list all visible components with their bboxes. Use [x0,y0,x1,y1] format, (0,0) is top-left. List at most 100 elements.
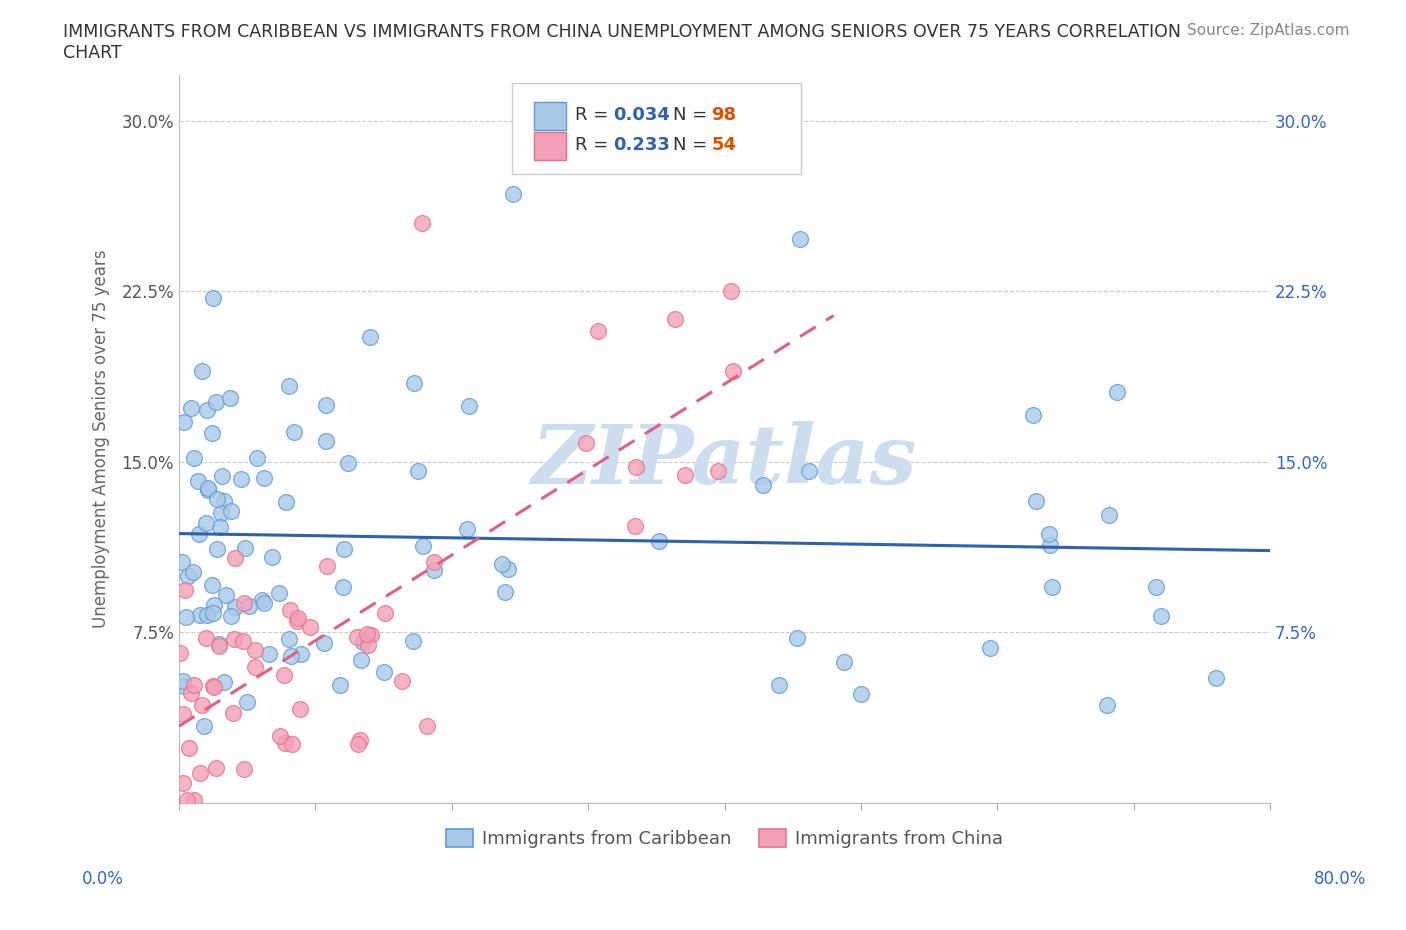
Point [253,595,276,610]
Point [1022,408,1045,423]
Point [329,678,352,693]
Point [588,323,610,338]
Point [1038,526,1060,541]
Point [357,637,380,652]
Point [174,582,197,597]
Text: R =: R = [575,106,614,125]
Point [797,463,820,478]
Point [269,729,291,744]
Text: 0.0%: 0.0% [82,870,124,887]
Point [298,619,321,634]
Point [229,472,252,486]
Point [1107,385,1129,400]
Text: IMMIGRANTS FROM CARIBBEAN VS IMMIGRANTS FROM CHINA UNEMPLOYMENT AMONG SENIORS OV: IMMIGRANTS FROM CARIBBEAN VS IMMIGRANTS … [63,23,1181,41]
Point [1150,609,1173,624]
Text: 0.034: 0.034 [613,106,671,125]
Point [288,701,311,716]
Point [359,329,381,344]
Point [221,504,243,519]
Point [768,677,790,692]
Point [243,659,266,674]
Point [202,598,225,613]
Point [273,735,295,750]
Point [243,643,266,658]
Point [276,494,298,509]
Point [1038,538,1060,552]
Point [250,592,273,607]
Point [314,635,336,650]
Point [232,633,254,648]
Point [290,646,312,661]
Point [536,129,558,144]
Point [664,312,686,326]
Point [574,435,596,450]
Point [257,646,280,661]
Point [287,610,309,625]
Point [172,673,194,688]
Point [205,760,228,775]
Point [1025,494,1047,509]
Point [195,607,218,622]
Point [173,679,195,694]
Point [360,628,382,643]
Text: R =: R = [575,136,614,154]
Point [267,585,290,600]
Point [349,733,371,748]
Point [277,631,299,646]
Point [648,534,671,549]
FancyBboxPatch shape [534,132,567,160]
Point [224,551,246,565]
Point [1095,698,1118,712]
Point [177,741,200,756]
Point [458,399,481,414]
Point [201,290,224,305]
Y-axis label: Unemployment Among Seniors over 75 years: Unemployment Among Seniors over 75 years [93,250,110,629]
Point [202,680,225,695]
Point [236,695,259,710]
Point [214,674,236,689]
Point [412,538,434,553]
Point [356,626,378,641]
Point [849,686,872,701]
Point [1040,579,1063,594]
Point [211,469,233,484]
Point [176,793,198,808]
Point [494,585,516,600]
Point [373,665,395,680]
Point [391,673,413,688]
Point [205,394,228,409]
Point [315,559,337,574]
Point [832,655,855,670]
FancyBboxPatch shape [512,83,801,174]
Text: Source: ZipAtlas.com: Source: ZipAtlas.com [1187,23,1350,38]
Point [789,232,811,246]
Point [169,645,191,660]
Point [174,610,197,625]
Point [626,459,648,474]
Point [202,606,225,621]
Point [195,403,218,418]
Point [416,718,439,733]
Point [1144,579,1167,594]
Point [315,434,337,449]
Point [224,599,246,614]
Point [215,588,238,603]
Point [190,765,212,780]
Text: 80.0%: 80.0% [1313,870,1367,887]
Point [374,605,396,620]
Point [190,698,212,712]
Point [172,706,194,721]
Point [720,284,742,299]
Text: 0.233: 0.233 [613,136,671,154]
Point [205,542,228,557]
Text: N =: N = [673,106,713,125]
Text: 54: 54 [711,136,737,154]
Point [280,648,302,663]
Point [496,562,519,577]
Point [315,398,337,413]
Point [402,376,425,391]
Text: CHART: CHART [63,44,122,61]
Legend: Immigrants from Caribbean, Immigrants from China: Immigrants from Caribbean, Immigrants fr… [439,822,1010,856]
Point [456,522,478,537]
Point [187,527,209,542]
